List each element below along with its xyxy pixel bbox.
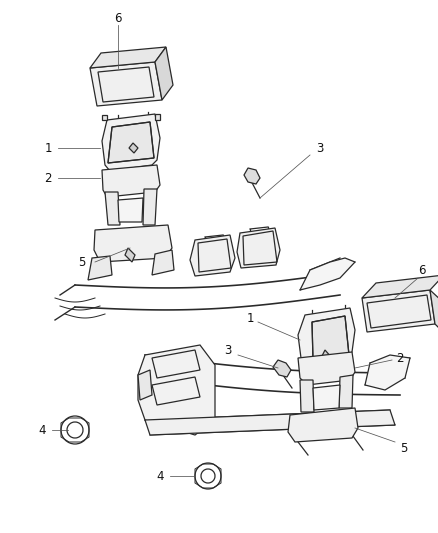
Text: 3: 3 — [224, 343, 232, 357]
Polygon shape — [300, 380, 314, 412]
Text: 2: 2 — [396, 351, 404, 365]
Polygon shape — [362, 275, 438, 298]
Text: 1: 1 — [44, 141, 52, 155]
Polygon shape — [430, 290, 438, 338]
Polygon shape — [339, 375, 353, 408]
Polygon shape — [155, 47, 173, 100]
Polygon shape — [312, 316, 349, 360]
Polygon shape — [102, 165, 160, 197]
Polygon shape — [108, 122, 154, 163]
Polygon shape — [129, 143, 138, 153]
Polygon shape — [138, 370, 152, 400]
Polygon shape — [273, 360, 291, 377]
Polygon shape — [321, 350, 332, 365]
Polygon shape — [102, 114, 160, 171]
Polygon shape — [102, 115, 107, 120]
Polygon shape — [298, 308, 355, 363]
Polygon shape — [313, 385, 340, 410]
Polygon shape — [288, 408, 358, 442]
Polygon shape — [94, 225, 172, 262]
Polygon shape — [298, 352, 355, 385]
Polygon shape — [88, 256, 112, 280]
Text: 5: 5 — [78, 255, 86, 269]
Text: 4: 4 — [156, 470, 164, 482]
Polygon shape — [244, 168, 260, 184]
Text: 4: 4 — [38, 424, 46, 437]
Text: 6: 6 — [114, 12, 122, 25]
Polygon shape — [300, 258, 355, 290]
Polygon shape — [105, 192, 120, 225]
Polygon shape — [90, 62, 162, 106]
Polygon shape — [362, 290, 435, 332]
Text: 5: 5 — [400, 441, 408, 455]
Text: 1: 1 — [246, 311, 254, 325]
Polygon shape — [125, 248, 135, 262]
Polygon shape — [90, 47, 166, 68]
Polygon shape — [152, 250, 174, 275]
Polygon shape — [118, 198, 143, 222]
Text: 2: 2 — [44, 172, 52, 184]
Polygon shape — [138, 345, 215, 435]
Polygon shape — [365, 355, 410, 390]
Polygon shape — [155, 114, 160, 120]
Polygon shape — [237, 228, 280, 268]
Polygon shape — [143, 189, 157, 225]
Text: 6: 6 — [418, 263, 426, 277]
Polygon shape — [190, 235, 235, 276]
Polygon shape — [145, 410, 395, 435]
Text: 3: 3 — [316, 141, 324, 155]
